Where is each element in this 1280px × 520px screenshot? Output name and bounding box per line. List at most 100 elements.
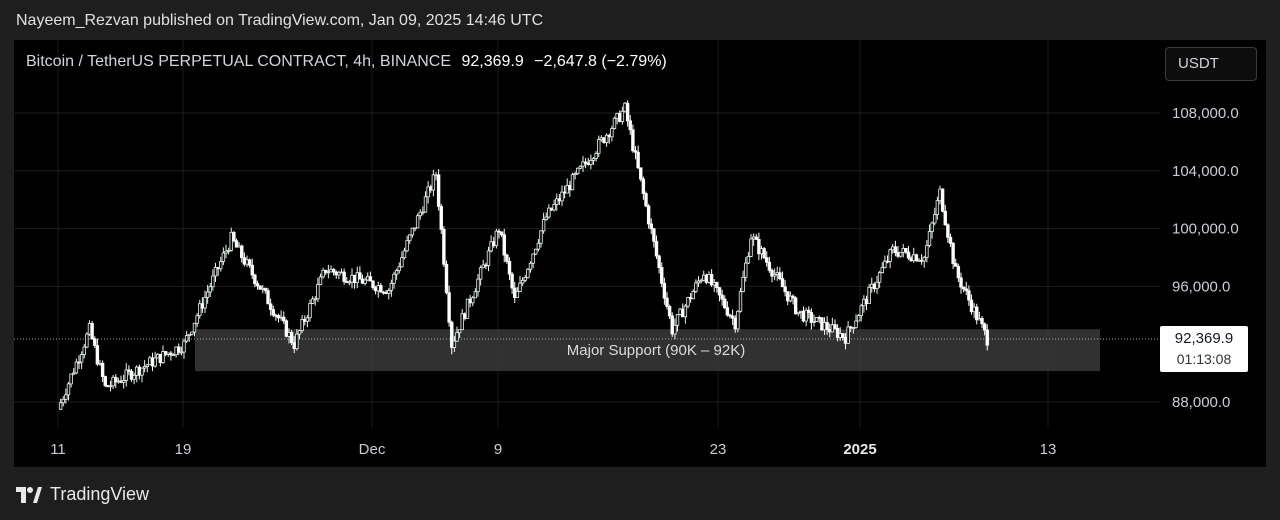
candle-body <box>681 308 685 318</box>
candle-body <box>786 291 790 302</box>
candle-body <box>216 267 220 270</box>
candle-body <box>507 260 512 275</box>
candle-body <box>904 248 908 253</box>
candle-body <box>541 219 546 232</box>
candle-body <box>331 268 336 273</box>
candle-body <box>342 271 346 282</box>
candle-body <box>885 260 890 263</box>
candle-body <box>137 366 142 376</box>
candle-body <box>119 380 123 383</box>
candle-body <box>484 264 488 267</box>
currency-unit-button[interactable]: USDT <box>1165 47 1257 81</box>
candle-body <box>316 284 320 300</box>
bar-countdown: 01:13:08 <box>1176 351 1232 367</box>
candle-body <box>578 165 583 169</box>
candle-body <box>549 207 554 211</box>
candle-body <box>780 278 785 288</box>
candle-body <box>604 134 609 143</box>
candle-body <box>870 283 874 288</box>
candle-body <box>415 215 420 229</box>
candle-body <box>618 112 622 122</box>
candle-body <box>862 298 866 307</box>
support-zone[interactable] <box>195 329 1100 372</box>
candle-body <box>145 364 149 367</box>
price-chart[interactable]: Major Support (90K – 92K) 108,000.0 104,0… <box>14 40 1266 467</box>
candle-body <box>793 297 798 315</box>
candle-body <box>208 286 212 293</box>
candle-body <box>547 207 551 218</box>
candle-body <box>447 292 451 323</box>
candle-body <box>804 309 808 322</box>
candle-body <box>523 277 527 281</box>
candle-body <box>725 307 730 316</box>
legend-price: 92,369.9 <box>461 53 524 70</box>
tradingview-brand: TradingView <box>50 484 150 504</box>
time-tick-label: 2025 <box>843 441 876 458</box>
symbol-legend[interactable]: Bitcoin / TetherUS PERPETUAL CONTRACT, 4… <box>26 53 667 71</box>
candle-body <box>177 346 181 353</box>
candle-body <box>914 254 919 262</box>
candle-body <box>339 271 344 274</box>
candle-body <box>266 290 270 305</box>
candle-body <box>111 376 115 387</box>
candle-body <box>686 297 690 307</box>
candle-body <box>313 298 317 301</box>
candle-body <box>822 322 827 331</box>
candle-body <box>289 332 294 344</box>
candle-body <box>103 376 107 386</box>
candle-body <box>854 320 858 329</box>
candle-body <box>872 283 877 290</box>
candle-body <box>394 270 399 275</box>
candle-body <box>274 314 278 317</box>
candle-body <box>696 280 701 284</box>
candle-body <box>174 346 178 356</box>
candle-body <box>891 246 895 251</box>
candle-body <box>284 320 289 337</box>
candle-body <box>539 230 543 244</box>
candle-body <box>778 272 782 280</box>
candle-body <box>292 342 296 350</box>
candle-body <box>200 303 205 309</box>
time-axis[interactable]: 11 19 Dec 9 23 2025 13 <box>50 441 1056 458</box>
candle-body <box>363 279 367 284</box>
candle-body <box>247 259 252 266</box>
candle-body <box>190 331 194 335</box>
candle-body <box>817 317 821 319</box>
candle-body <box>783 286 787 293</box>
candle-body <box>948 236 953 244</box>
candle-body <box>497 230 501 233</box>
candle-body <box>211 275 215 288</box>
candle-body <box>213 267 218 277</box>
candle-body <box>121 380 126 383</box>
candle-body <box>709 273 714 286</box>
candle-body <box>772 274 777 277</box>
candle-body <box>675 314 680 326</box>
candle-body <box>807 309 811 313</box>
candle-body <box>439 205 443 230</box>
candle-body <box>515 291 520 298</box>
candle-body <box>825 322 829 330</box>
candle-body <box>300 319 304 331</box>
candle-body <box>586 162 590 165</box>
candle-body <box>888 249 892 262</box>
candle-body <box>324 269 328 273</box>
candle-body <box>906 251 911 259</box>
candle-body <box>481 264 485 269</box>
candle-body <box>455 332 459 342</box>
candle-body <box>379 285 383 293</box>
price-axis[interactable]: 108,000.0 104,000.0 100,000.0 96,000.0 88,00… <box>1172 105 1239 411</box>
chart-pane[interactable]: Major Support (90K – 92K) 108,000.0 104,0… <box>14 40 1266 467</box>
candle-body <box>615 112 619 119</box>
candle-body <box>358 272 362 280</box>
candle-body <box>691 290 695 300</box>
candle-body <box>733 317 737 330</box>
candle-body <box>229 231 233 251</box>
candle-body <box>389 282 394 291</box>
legend-change: −2,647.8 (−2.79%) <box>534 53 667 70</box>
candle-body <box>930 222 934 232</box>
candle-body <box>486 250 491 266</box>
candle-body <box>665 297 669 307</box>
candle-body <box>156 353 160 359</box>
candle-body <box>505 254 509 262</box>
candle-body <box>723 298 727 309</box>
